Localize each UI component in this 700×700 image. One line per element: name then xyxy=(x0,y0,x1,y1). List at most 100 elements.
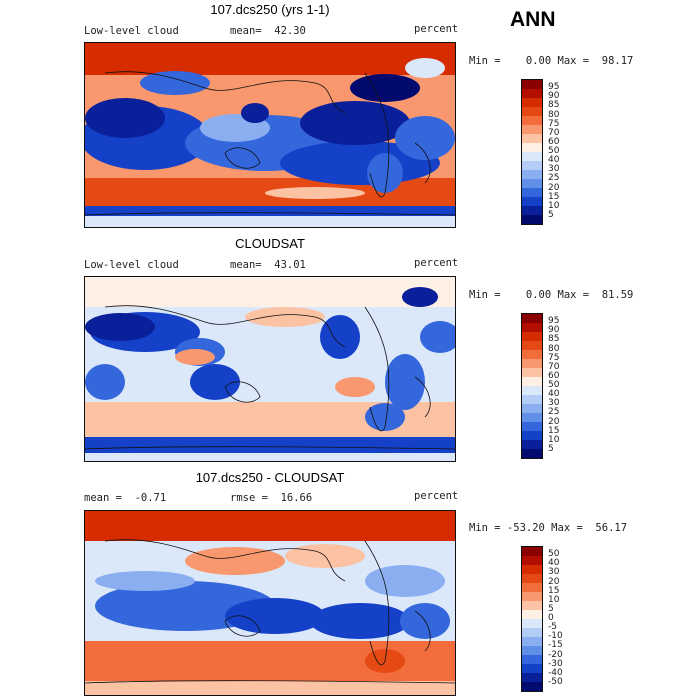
colorbar-tick-label: 30 xyxy=(548,567,560,578)
variable-label: Low-level cloud xyxy=(84,259,179,271)
colorbar-swatch xyxy=(522,395,542,404)
colorbar-tick-label: -10 xyxy=(548,631,563,642)
colorbar-swatch xyxy=(522,98,542,107)
colorbar-swatch xyxy=(522,682,542,691)
panel-title: 107.dcs250 - CLOUDSAT xyxy=(195,470,345,485)
colorbar-swatch xyxy=(522,377,542,386)
colorbar-swatch xyxy=(522,368,542,377)
colorbar-tick-label: 40 xyxy=(548,389,560,400)
colorbar-tick-label: 0 xyxy=(548,613,554,623)
colorbar-tick-label: 80 xyxy=(548,109,560,120)
colorbar-tick-label: 25 xyxy=(548,407,560,418)
colorbar-tick-label: 80 xyxy=(548,343,560,354)
colorbar-tick-label: 20 xyxy=(548,416,560,427)
colorbar-swatch xyxy=(522,592,542,601)
colorbar-swatch xyxy=(522,628,542,637)
colorbar-swatch xyxy=(522,107,542,116)
colorbar-tick-label: 95 xyxy=(548,316,560,327)
colorbar-swatch xyxy=(522,431,542,440)
colorbar-tick-label: 40 xyxy=(548,558,560,569)
rmse-label: rmse = 16.66 xyxy=(230,492,313,504)
colorbar-tick-label: 70 xyxy=(548,127,560,138)
colorbar-tick-label: -20 xyxy=(548,649,563,660)
colorbar-tick-label: 75 xyxy=(548,352,560,363)
colorbar-swatch xyxy=(522,125,542,134)
colorbar-swatch xyxy=(522,341,542,350)
colorbar-tick-label: 70 xyxy=(548,361,560,372)
colorbar-swatch xyxy=(522,197,542,206)
colorbar-tick-label: 5 xyxy=(548,209,554,220)
colorbar-swatch xyxy=(522,646,542,655)
colorbar-swatch xyxy=(522,161,542,170)
min-max-label: Min = -53.20 Max = 56.17 xyxy=(469,522,628,534)
colorbar-swatch xyxy=(522,80,542,89)
colorbar-tick-label: 30 xyxy=(548,164,560,175)
colorbar-tick-label: 75 xyxy=(548,118,560,129)
colorbar-swatch xyxy=(522,583,542,592)
colorbar-swatch xyxy=(522,440,542,449)
colorbar-swatch xyxy=(522,386,542,395)
colorbar-tick-label: 90 xyxy=(548,325,560,336)
panel-title: 107.dcs250 (yrs 1-1) xyxy=(210,2,330,17)
colorbar-swatch xyxy=(522,116,542,125)
colorbar-tick-label: 85 xyxy=(548,334,560,345)
colorbar-swatch xyxy=(522,314,542,323)
colorbar-tick-label: 10 xyxy=(548,434,560,445)
map-observation xyxy=(84,276,456,462)
colorbar-tick-label: 25 xyxy=(548,173,560,184)
colorbar-tick-label: 5 xyxy=(548,603,554,614)
colorbar-swatch xyxy=(522,152,542,161)
colorbar-swatch xyxy=(522,89,542,98)
colorbar xyxy=(521,546,543,692)
min-max-label: Min = 0.00 Max = 98.17 xyxy=(469,55,634,67)
colorbar-swatch xyxy=(522,601,542,610)
colorbar-tick-label: -50 xyxy=(548,676,563,687)
colorbar-swatch xyxy=(522,619,542,628)
colorbar-tick-label: 15 xyxy=(548,585,560,596)
colorbar-swatch xyxy=(522,547,542,556)
mean-label: mean = -0.71 xyxy=(84,492,167,504)
colorbar-swatch xyxy=(522,170,542,179)
colorbar-tick-label: 95 xyxy=(548,82,560,93)
colorbar-tick-label: 5 xyxy=(548,443,554,454)
colorbar xyxy=(521,79,543,225)
colorbar-tick-label: 60 xyxy=(548,136,560,147)
mean-label: mean= 42.30 xyxy=(230,25,306,37)
colorbar-tick-label: 50 xyxy=(548,549,560,560)
colorbar-swatch xyxy=(522,332,542,341)
colorbar-swatch xyxy=(522,413,542,422)
colorbar-tick-label: 60 xyxy=(548,370,560,381)
units-label: percent xyxy=(414,23,459,35)
colorbar-swatch xyxy=(522,206,542,215)
colorbar-swatch xyxy=(522,359,542,368)
colorbar-tick-label: 20 xyxy=(548,576,560,587)
colorbar-swatch xyxy=(522,134,542,143)
colorbar-tick-label: 15 xyxy=(548,191,560,202)
colorbar-swatch xyxy=(522,323,542,332)
mean-label: mean= 43.01 xyxy=(230,259,306,271)
colorbar-tick-label: -40 xyxy=(548,667,563,678)
variable-label: Low-level cloud xyxy=(84,25,179,37)
colorbar-swatch xyxy=(522,637,542,646)
colorbar-swatch xyxy=(522,422,542,431)
colorbar-tick-label: 30 xyxy=(548,398,560,409)
colorbar-swatch xyxy=(522,188,542,197)
colorbar-tick-label: -5 xyxy=(548,622,557,633)
map-model xyxy=(84,42,456,228)
colorbar xyxy=(521,313,543,459)
units-label: percent xyxy=(414,490,459,502)
colorbar-swatch xyxy=(522,215,542,224)
colorbar-swatch xyxy=(522,610,542,619)
colorbar-tick-label: 90 xyxy=(548,91,560,102)
colorbar-tick-label: -30 xyxy=(548,658,563,669)
season-label: ANN xyxy=(510,8,556,31)
colorbar-tick-label: 10 xyxy=(548,594,560,605)
colorbar-tick-label: 50 xyxy=(548,146,560,156)
colorbar-tick-label: -15 xyxy=(548,640,563,651)
colorbar-swatch xyxy=(522,143,542,152)
map-difference xyxy=(84,510,456,696)
colorbar-tick-label: 85 xyxy=(548,100,560,111)
colorbar-swatch xyxy=(522,404,542,413)
panel-title: CLOUDSAT xyxy=(235,236,305,251)
min-max-label: Min = 0.00 Max = 81.59 xyxy=(469,289,634,301)
